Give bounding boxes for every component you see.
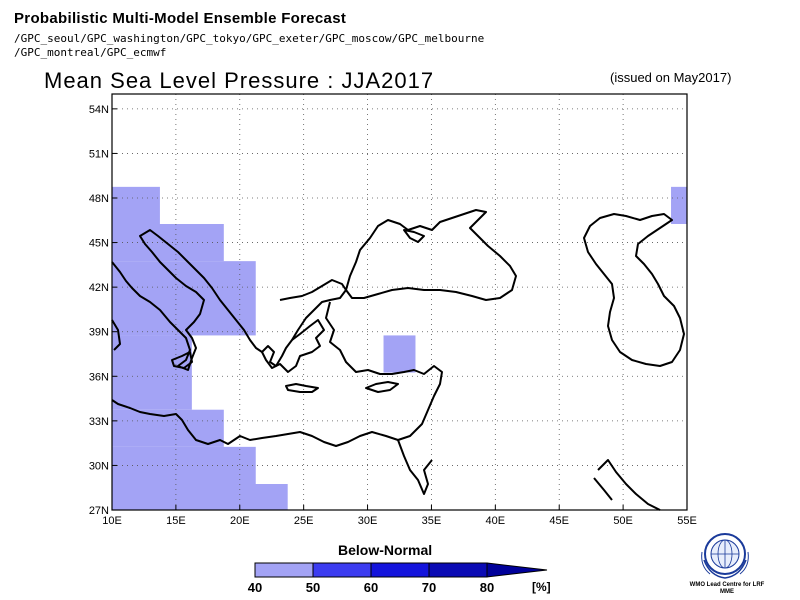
colorbar-arrow	[486, 562, 548, 578]
map-gridlines	[112, 94, 687, 510]
lat-tick-label: 33N	[89, 416, 109, 428]
coastline-arabia-east	[593, 477, 613, 501]
wmo-logo-icon	[701, 533, 749, 579]
coastline-italy-balkans	[111, 229, 347, 371]
legend-title: Below-Normal	[338, 542, 433, 558]
forecast-header-title: Probabilistic Multi-Model Ensemble Forec…	[14, 10, 347, 27]
logo-caption: WMO Lead Centre for LRF MME	[689, 582, 765, 595]
issued-date: (issued on May2017)	[610, 70, 732, 85]
lon-tick-label: 50E	[613, 515, 633, 527]
legend-tick-label: 70	[421, 580, 437, 595]
legend-tick-label: 80	[479, 580, 495, 595]
below-normal-cell-8	[671, 186, 687, 224]
below-normal-cell-0	[112, 186, 160, 224]
lat-tick-label: 36N	[89, 371, 109, 383]
lat-tick-label: 39N	[89, 327, 109, 339]
coastlines	[111, 209, 685, 511]
below-normal-cell-7	[383, 335, 416, 373]
lat-tick-label: 54N	[89, 104, 109, 116]
map-frame	[111, 93, 688, 511]
colorbar-segment	[370, 562, 430, 578]
lat-tick-label: 30N	[89, 460, 109, 472]
below-normal-cell-6	[112, 484, 288, 510]
lon-tick-label: 15E	[166, 515, 186, 527]
coastline-caspian	[583, 213, 685, 367]
legend-tick-label: 50	[305, 580, 321, 595]
below-normal-cell-2	[112, 261, 256, 336]
lat-tick-label: 45N	[89, 238, 109, 250]
lon-tick-label: 10E	[102, 515, 122, 527]
lat-tick-label: 42N	[89, 282, 109, 294]
longitude-labels: 10E 15E 20E 25E 30E 35E 40E 45E 50E 55E	[102, 505, 697, 527]
legend-tick-label: 40	[247, 580, 263, 595]
coastline-sicily	[171, 351, 193, 369]
colorbar-segment	[428, 562, 488, 578]
models-list-line-1: /GPC_seoul/GPC_washington/GPC_tokyo/GPC_…	[14, 32, 485, 45]
lon-tick-label: 30E	[358, 515, 378, 527]
legend-tick-label: 60	[363, 580, 379, 595]
lon-tick-label: 20E	[230, 515, 250, 527]
coastline-sardinia	[111, 319, 121, 351]
lon-tick-label: 55E	[677, 515, 697, 527]
coastline-crimea	[403, 229, 425, 243]
latitude-labels: 27N 30N 33N 36N 39N 42N 45N 48N 51N 54N	[89, 104, 117, 517]
coastline-turkey-levant	[111, 301, 443, 447]
coastline-crete	[285, 383, 319, 393]
lat-tick-label: 51N	[89, 148, 109, 160]
lat-tick-label: 48N	[89, 193, 109, 205]
coastline-persian-gulf	[597, 459, 661, 511]
coastline-greece	[261, 319, 325, 373]
lon-tick-label: 35E	[422, 515, 442, 527]
models-list-line-2: /GPC_montreal/GPC_ecmwf	[14, 46, 167, 59]
below-normal-cell-5	[112, 446, 256, 484]
below-normal-cell-3	[112, 335, 192, 410]
lon-tick-label: 45E	[549, 515, 569, 527]
lat-tick-label: 27N	[89, 505, 109, 517]
lon-tick-label: 40E	[486, 515, 506, 527]
coastline-cyprus	[365, 381, 399, 393]
colorbar-segment	[312, 562, 372, 578]
legend-unit: [%]	[532, 580, 551, 594]
colorbar-segment	[254, 562, 314, 578]
below-normal-cells	[112, 186, 687, 510]
coastline-black-sea	[345, 209, 517, 301]
coastline-sinai	[397, 439, 433, 495]
map-title: Mean Sea Level Pressure : JJA2017	[44, 68, 435, 93]
lon-tick-label: 25E	[294, 515, 314, 527]
colorbar	[254, 562, 548, 578]
